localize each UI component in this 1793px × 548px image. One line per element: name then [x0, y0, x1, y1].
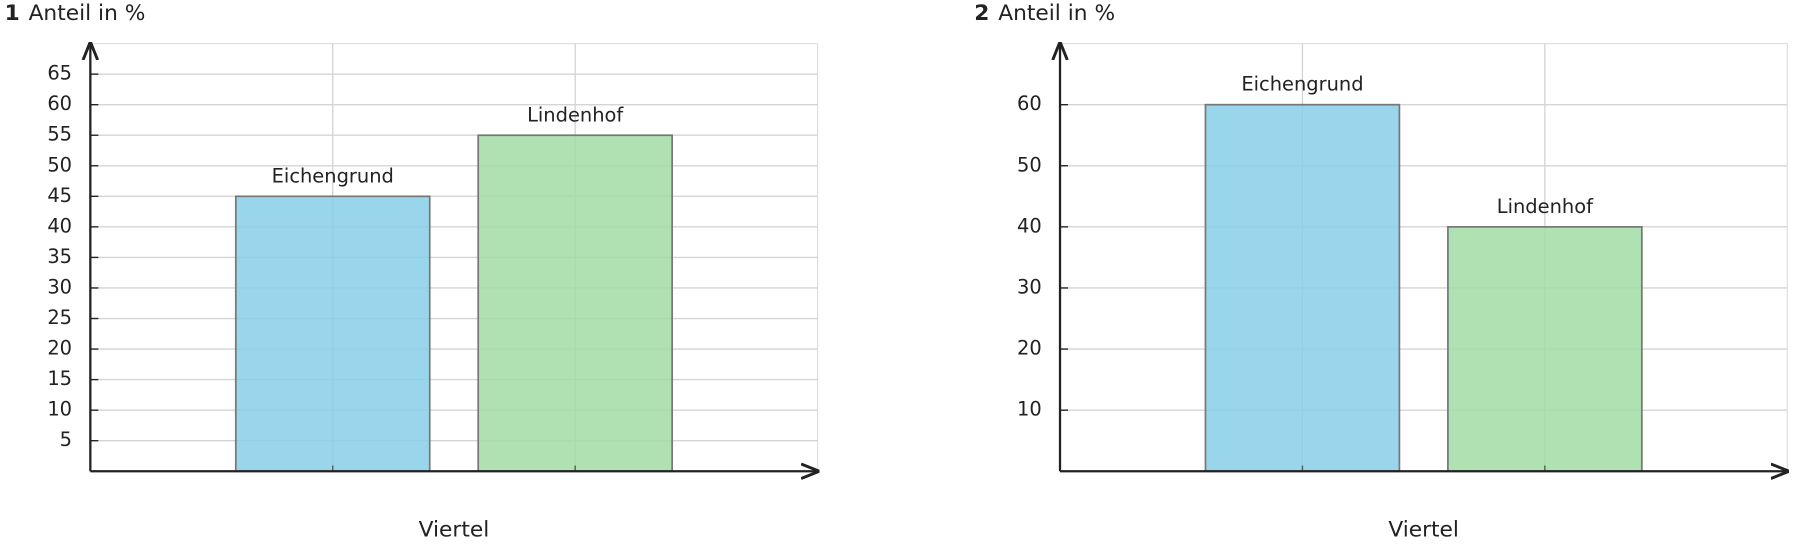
- bar-label: Eichengrund: [272, 164, 394, 187]
- y-tick-label: 60: [1017, 92, 1042, 115]
- y-tick-label: 10: [1017, 398, 1042, 421]
- chart-number: 2: [974, 1, 989, 26]
- y-tick-label: 30: [47, 275, 72, 298]
- y-tick-label: 35: [47, 245, 72, 268]
- chart: 2 Anteil in % 10 20 30 40 50 60 Eichengrund Linde…: [974, 1, 1787, 543]
- bar: [477, 134, 674, 473]
- bar: [1204, 103, 1401, 473]
- y-tick-label: 15: [47, 367, 72, 390]
- y-tick-label: 50: [47, 153, 72, 176]
- y-tick-label: 10: [47, 398, 72, 421]
- y-tick-label: 60: [47, 92, 72, 115]
- chart-title: Anteil in %: [29, 1, 146, 26]
- y-tick-label: 5: [60, 428, 72, 451]
- y-tick-label: 20: [1017, 337, 1042, 360]
- bar: [1447, 226, 1643, 473]
- chart-number: 1: [5, 1, 20, 26]
- x-axis-label: Viertel: [419, 518, 490, 543]
- y-tick-label: 45: [47, 184, 72, 207]
- bar-label: Lindenhof: [1497, 195, 1594, 218]
- chart: 1 Anteil in % 5 10 15 20 25 30 35 40 45 50 55 60 65 Eic…: [5, 1, 818, 543]
- y-tick-label: 50: [1017, 153, 1042, 176]
- y-tick-label: 55: [47, 123, 72, 146]
- x-axis-label: Viertel: [1388, 518, 1459, 543]
- y-tick-label: 65: [47, 62, 72, 85]
- y-tick-label: 30: [1017, 275, 1042, 298]
- chart-title: Anteil in %: [998, 1, 1115, 26]
- y-tick-label: 40: [47, 214, 72, 237]
- y-tick-label: 40: [1017, 214, 1042, 237]
- bar-label: Eichengrund: [1241, 73, 1363, 96]
- y-tick-label: 20: [47, 337, 72, 360]
- bar-label: Lindenhof: [527, 103, 624, 126]
- bar: [234, 195, 431, 473]
- y-tick-label: 25: [47, 306, 72, 329]
